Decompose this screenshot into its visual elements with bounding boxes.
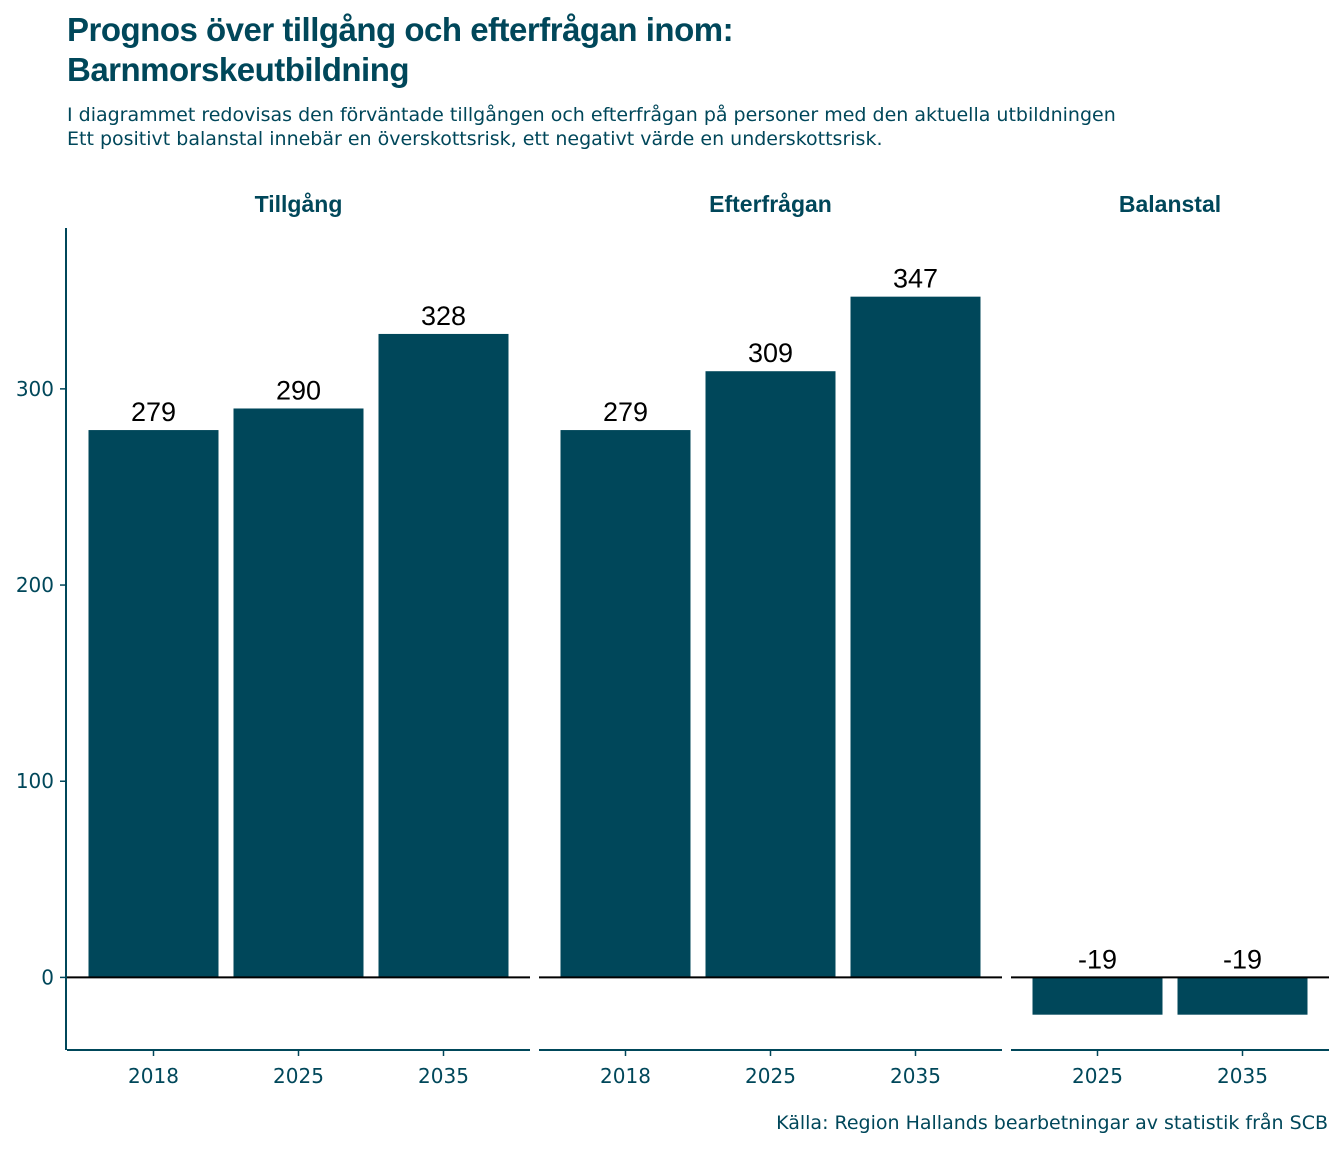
x-axis-tick-label: 2018	[128, 1064, 179, 1088]
data-label: 290	[276, 375, 321, 405]
data-label: 309	[748, 338, 793, 368]
data-label: -19	[1078, 944, 1117, 974]
chart-title-line-1: Prognos över tillgång och efterfrågan in…	[67, 11, 734, 48]
data-label: -19	[1223, 944, 1262, 974]
chart-title-line-2: Barnmorskeutbildning	[67, 51, 410, 88]
facet-label-2: Efterfrågan	[709, 191, 832, 217]
facet-label-3: Balanstal	[1119, 191, 1221, 217]
data-label: 328	[421, 301, 466, 331]
bar	[378, 333, 509, 978]
data-label: 347	[893, 264, 938, 294]
bar	[560, 430, 691, 978]
x-axis-tick-label: 2035	[1217, 1064, 1268, 1088]
chart-subtitle-line-1: I diagrammet redovisas den förväntade ti…	[67, 104, 1116, 126]
x-axis-tick-label: 2025	[745, 1064, 796, 1088]
bar	[1177, 977, 1308, 1015]
chart-subtitle: I diagrammet redovisas den förväntade ti…	[67, 103, 1327, 151]
x-axis-tick-label: 2035	[890, 1064, 941, 1088]
bar	[850, 296, 981, 978]
x-axis-tick-label: 2025	[273, 1064, 324, 1088]
bar	[88, 430, 219, 978]
y-axis-tick-label: 300	[16, 377, 54, 401]
y-axis-tick-label: 100	[16, 769, 54, 793]
data-label: 279	[131, 397, 176, 427]
data-label: 279	[603, 397, 648, 427]
source-caption: Källa: Region Hallands bearbetningar av …	[776, 1112, 1328, 1134]
y-axis-tick-label: 200	[16, 573, 54, 597]
chart-subtitle-line-2: Ett positivt balanstal innebär en översk…	[67, 128, 883, 150]
x-axis-tick-label: 2035	[418, 1064, 469, 1088]
x-axis-tick-label: 2018	[600, 1064, 651, 1088]
y-axis-tick-label: 0	[41, 965, 54, 989]
bar	[705, 371, 836, 978]
x-axis-tick-label: 2025	[1072, 1064, 1123, 1088]
facet-label-1: Tillgång	[255, 191, 343, 217]
bar	[233, 408, 364, 978]
chart-title: Prognos över tillgång och efterfrågan in…	[67, 10, 1267, 90]
bar	[1032, 977, 1163, 1015]
